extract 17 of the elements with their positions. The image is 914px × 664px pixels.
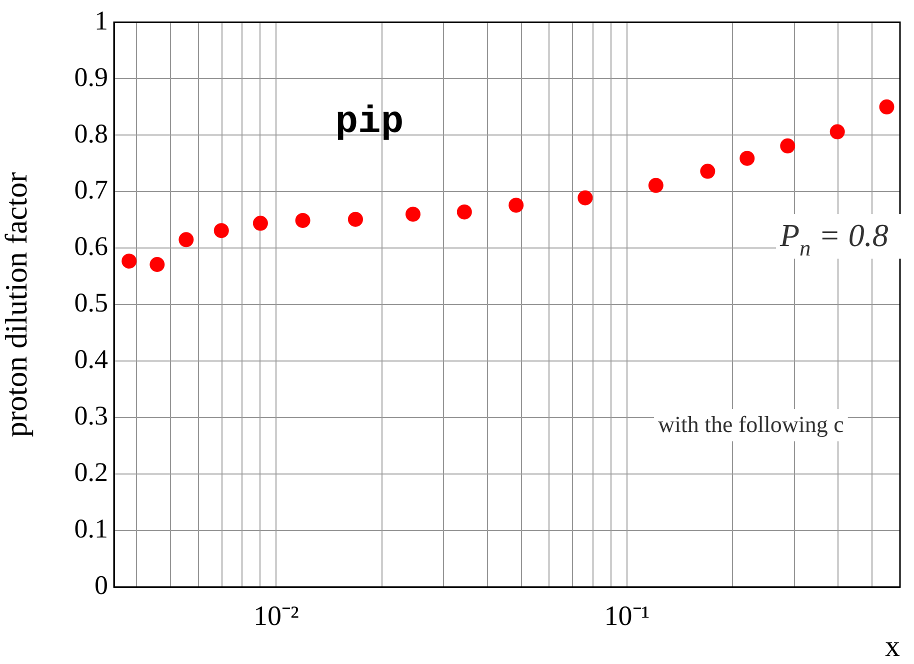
y-axis-title: proton dilution factor	[0, 171, 34, 438]
x-tick-label: 10⁻²	[253, 601, 299, 632]
y-tick-label: 0.9	[74, 62, 108, 92]
y-tick-label: 0.6	[74, 231, 108, 262]
y-tick-label: 0	[94, 570, 108, 600]
y-tick-label: 1	[94, 5, 108, 36]
y-tick-label: 0.1	[74, 514, 108, 544]
y-tick-label: 0.2	[74, 457, 108, 488]
y-tick-label: 0.4	[74, 344, 108, 374]
y-tick-label: 0.7	[74, 174, 108, 205]
annotation: with the following c	[658, 412, 844, 437]
y-tick-label: 0.8	[74, 118, 108, 148]
text: pip	[335, 101, 404, 144]
x-axis-title: x	[885, 630, 900, 663]
y-tick-label: 0.5	[74, 288, 108, 318]
y-tick-label: 0.3	[74, 400, 108, 431]
x-tick-label: 10⁻¹	[604, 601, 650, 632]
